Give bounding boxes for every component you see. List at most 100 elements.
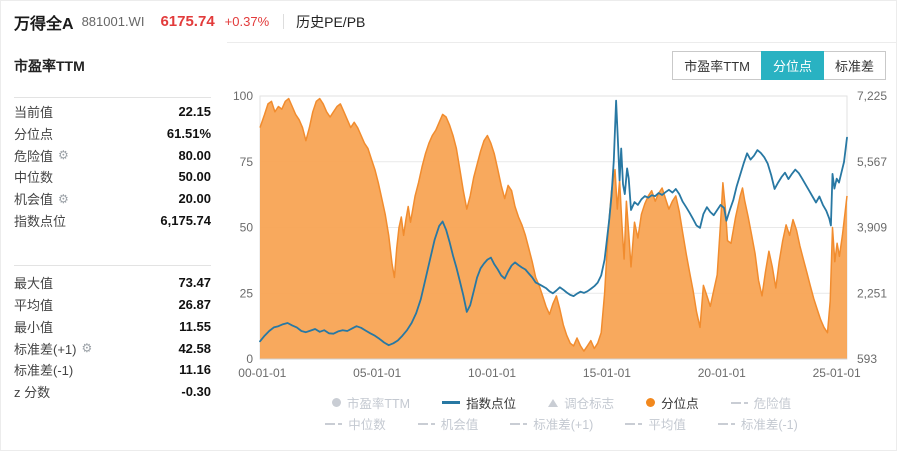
legend-label: 标准差(-1) [740, 418, 798, 432]
index-price: 6175.74 [160, 13, 215, 30]
gear-icon[interactable]: ⚙ [58, 148, 69, 163]
stat-value: 73.47 [178, 275, 211, 291]
stats-panel: 市盈率TTM 当前值 22.15 分位点 61.51% 危险值 ⚙ 80.00 中位数 50.0… [1, 42, 227, 450]
header-divider [283, 14, 285, 29]
stat-value: 61.51% [166, 126, 211, 142]
index-code: 881001.WI [81, 14, 145, 29]
stat-label: 中位数 [14, 170, 54, 186]
svg-text:25-01-01: 25-01-01 [813, 366, 861, 380]
stat-value: 26.87 [178, 297, 211, 313]
svg-text:10-01-01: 10-01-01 [468, 366, 516, 380]
legend-label: 标准差(+1) [533, 418, 594, 432]
stat-label: 危险值 [14, 148, 54, 164]
gear-icon[interactable]: ⚙ [81, 341, 93, 356]
dashdot-marker-icon [417, 422, 435, 425]
stat-label: 机会值 [14, 192, 54, 208]
circle-marker-icon [646, 398, 656, 407]
legend-item[interactable]: 平均值 [625, 414, 686, 433]
stat-label: 平均值 [14, 298, 54, 314]
legend-label: 中位数 [348, 418, 386, 432]
stat-row: 标准差(-1) 11.16 [14, 359, 211, 381]
legend-item[interactable]: 标准差(-1) [717, 414, 798, 433]
svg-text:25: 25 [240, 286, 254, 300]
dashdot-marker-icon [510, 422, 528, 425]
stat-row: 当前值 22.15 [14, 101, 211, 123]
svg-text:2,251: 2,251 [857, 286, 887, 300]
triangle-marker-icon [548, 398, 559, 407]
legend-label: 分位点 [661, 397, 699, 411]
legend-item[interactable]: 标准差(+1) [510, 414, 593, 433]
stat-row: 最小值 11.55 [14, 316, 211, 338]
legend-row: 市盈率TTM 指数点位 调仓标志 分位点 危险值 [331, 393, 792, 412]
index-name: 万得全A [14, 15, 74, 33]
dashdot-marker-icon [625, 422, 643, 425]
stat-row: 平均值 26.87 [14, 294, 211, 316]
stat-label: 指数点位 [14, 213, 67, 229]
stat-row: 指数点位 6,175.74 [14, 209, 211, 231]
legend-label: 平均值 [648, 418, 686, 432]
panel-title: 市盈率TTM [14, 58, 85, 74]
stat-label: 分位点 [14, 127, 54, 143]
legend-label: 市盈率TTM [346, 397, 411, 411]
stat-row: 分位点 61.51% [14, 123, 211, 145]
stat-value: 6,175.74 [160, 212, 211, 228]
metric-tab-1[interactable]: 市盈率TTM [672, 51, 762, 80]
legend-item[interactable]: 市盈率TTM [331, 393, 411, 412]
svg-text:100: 100 [233, 89, 253, 103]
stat-label: 标准差(-1) [14, 363, 74, 379]
stat-value: 11.16 [179, 362, 211, 378]
legend-item[interactable]: 指数点位 [442, 393, 516, 412]
legend-label: 指数点位 [466, 397, 517, 411]
stat-label: 最小值 [14, 319, 54, 335]
stat-row: z 分数 -0.30 [14, 381, 211, 403]
stat-label: 当前值 [14, 105, 54, 121]
stat-row: 中位数 50.00 [14, 166, 211, 188]
stat-row: 最大值 73.47 [14, 272, 211, 294]
svg-text:05-01-01: 05-01-01 [353, 366, 401, 380]
stat-label: z 分数 [14, 384, 51, 400]
legend-label: 机会值 [440, 418, 479, 432]
stat-row: 标准差(+1) ⚙ 42.58 [14, 337, 211, 359]
legend-item[interactable]: 机会值 [417, 414, 479, 433]
stat-label: 标准差(+1) [14, 341, 77, 357]
legend-item[interactable]: 中位数 [325, 414, 386, 433]
divider [14, 265, 211, 267]
svg-text:0: 0 [246, 352, 253, 366]
legend-label: 危险值 [753, 397, 792, 411]
stat-value: 50.00 [178, 169, 211, 185]
stat-value: -0.30 [181, 383, 211, 399]
stats-group-history: 最大值 73.47 平均值 26.87 最小值 11.55 标准差(+1) ⚙ 42.58 标准差… [14, 272, 211, 402]
svg-text:50: 50 [240, 221, 254, 235]
stat-row: 危险值 ⚙ 80.00 [14, 144, 211, 166]
svg-text:15-01-01: 15-01-01 [583, 366, 631, 380]
metric-switcher: 市盈率TTM 分位点 标准差 [672, 51, 886, 80]
legend-item[interactable]: 危险值 [730, 393, 792, 412]
metric-tab-2[interactable]: 分位点 [760, 51, 824, 80]
metric-tab-3[interactable]: 标准差 [822, 51, 886, 80]
nav-history-pepb[interactable]: 历史PE/PB [296, 13, 366, 30]
stat-row: 机会值 ⚙ 20.00 [14, 188, 211, 210]
stat-label: 最大值 [14, 276, 54, 292]
stat-value: 20.00 [178, 191, 211, 207]
divider [14, 97, 211, 98]
svg-text:20-01-01: 20-01-01 [698, 366, 746, 380]
legend-row: 中位数 机会值 标准差(+1) 平均值 标准差(-1) [325, 414, 798, 433]
stat-value: 80.00 [178, 147, 211, 163]
gear-icon[interactable]: ⚙ [58, 191, 69, 206]
svg-text:7,225: 7,225 [857, 89, 887, 103]
line-marker-icon [442, 401, 461, 404]
legend-item[interactable]: 调仓标志 [548, 393, 614, 412]
svg-text:75: 75 [240, 155, 254, 169]
header: 万得全A 881001.WI 6175.74 +0.37% 历史PE/PB [1, 1, 896, 43]
legend-label: 调仓标志 [564, 397, 615, 411]
legend-item[interactable]: 分位点 [646, 393, 699, 412]
svg-text:3,909: 3,909 [857, 221, 887, 235]
svg-text:00-01-01: 00-01-01 [238, 366, 286, 380]
chart-legend: 市盈率TTM 指数点位 调仓标志 分位点 危险值中位数 机会值 标准差(+1) 平均值 标准差(… [227, 393, 896, 433]
circle-marker-icon [331, 398, 341, 407]
svg-text:593: 593 [857, 352, 877, 366]
chart-region: 市盈率TTM 分位点 标准差 0 25 50 75 100 593 2,251 3,909 5,56… [227, 42, 896, 450]
stat-value: 22.15 [178, 104, 211, 120]
dashdot-marker-icon [325, 422, 343, 425]
